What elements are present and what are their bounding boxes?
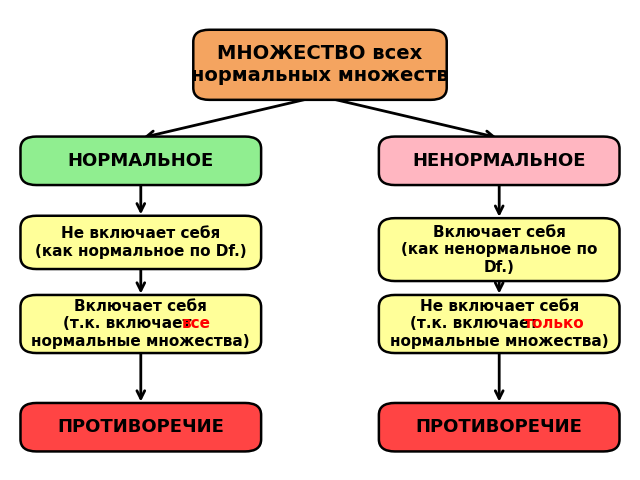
Text: (т.к. включает: (т.к. включает	[410, 316, 544, 332]
Text: Не включает себя: Не включает себя	[420, 299, 579, 314]
Text: ПРОТИВОРЕЧИЕ: ПРОТИВОРЕЧИЕ	[416, 418, 582, 436]
Text: (т.к. включает: (т.к. включает	[63, 316, 196, 332]
Text: Включает себя: Включает себя	[74, 299, 207, 314]
FancyBboxPatch shape	[379, 403, 620, 451]
Text: нормальные множества): нормальные множества)	[390, 334, 609, 349]
FancyBboxPatch shape	[379, 218, 620, 281]
FancyBboxPatch shape	[20, 216, 261, 269]
FancyBboxPatch shape	[379, 295, 620, 353]
Text: только: только	[524, 316, 585, 332]
Text: Не включает себя
(как нормальное по Df.): Не включает себя (как нормальное по Df.)	[35, 226, 246, 259]
Text: НЕНОРМАЛЬНОЕ: НЕНОРМАЛЬНОЕ	[412, 152, 586, 170]
FancyBboxPatch shape	[20, 136, 261, 185]
Text: Включает себя
(как ненормальное по
Df.): Включает себя (как ненормальное по Df.)	[401, 225, 597, 275]
Text: НОРМАЛЬНОЕ: НОРМАЛЬНОЕ	[68, 152, 214, 170]
Text: ПРОТИВОРЕЧИЕ: ПРОТИВОРЕЧИЕ	[58, 418, 224, 436]
FancyBboxPatch shape	[20, 403, 261, 451]
FancyBboxPatch shape	[193, 30, 447, 100]
FancyBboxPatch shape	[20, 295, 261, 353]
Text: нормальные множества): нормальные множества)	[31, 334, 250, 349]
FancyBboxPatch shape	[379, 136, 620, 185]
Text: все: все	[182, 316, 211, 332]
Text: МНОЖЕСТВО всех
нормальных множеств: МНОЖЕСТВО всех нормальных множеств	[191, 44, 449, 85]
